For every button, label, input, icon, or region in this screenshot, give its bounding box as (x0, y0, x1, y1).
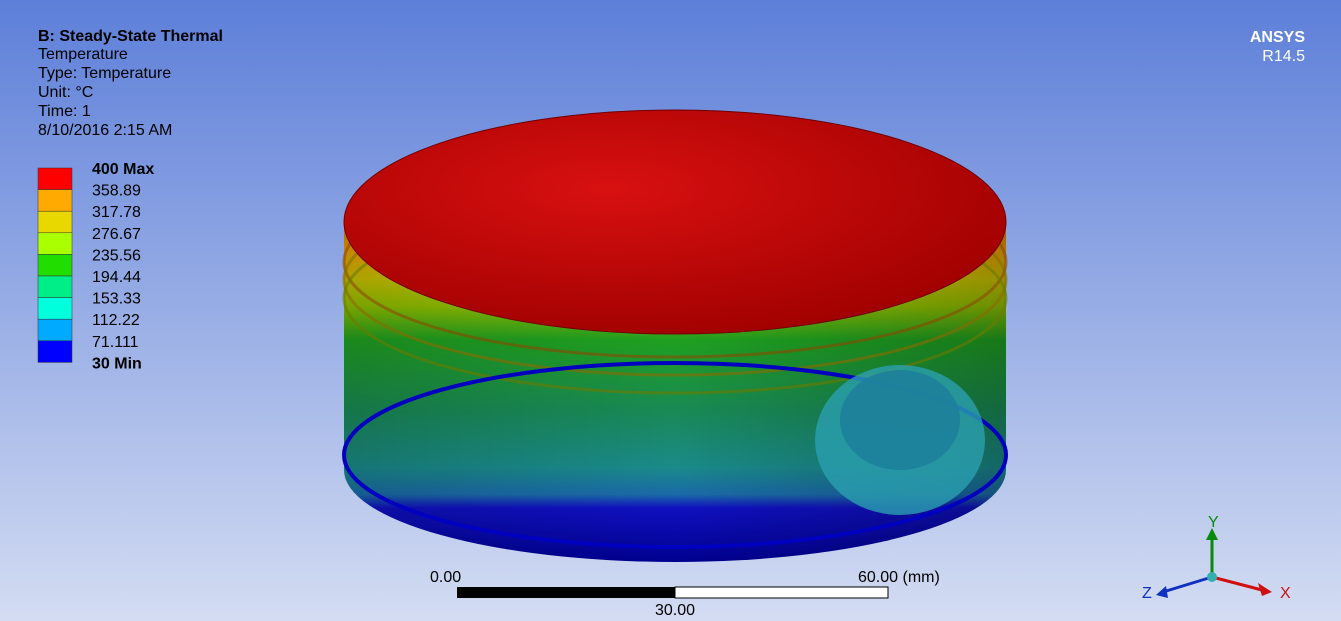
legend-swatch (37, 232, 73, 255)
info-line: Unit: °C (38, 84, 93, 101)
legend-swatch (37, 189, 73, 212)
legend: 400 Max 358.89 317.78 276.67 235.56 194.44 153… (37, 161, 154, 372)
legend-label: 358.89 (92, 183, 141, 200)
legend-swatch (37, 318, 73, 342)
info-line: 8/10/2016 2:15 AM (38, 122, 172, 139)
scale-bar (457, 586, 889, 599)
result-title: B: Steady-State Thermal (38, 28, 223, 45)
legend-label: 235.56 (92, 247, 141, 264)
logo-version: R14.5 (1262, 48, 1305, 65)
legend-label: 153.33 (92, 291, 141, 308)
info-line: Time: 1 (38, 103, 91, 120)
legend-label: 112.22 (92, 312, 140, 329)
axis-label: Y (1208, 514, 1219, 531)
legend-swatch (37, 167, 73, 190)
legend-label: 71.111 (92, 334, 139, 351)
legend-label: 194.44 (92, 269, 141, 286)
axis-triad (1156, 528, 1272, 598)
legend-swatch (37, 254, 73, 277)
legend-swatch (37, 210, 73, 234)
piston-model (342, 109, 1008, 562)
legend-swatch (37, 275, 73, 298)
legend-label: 317.78 (92, 204, 141, 221)
legend-swatch (37, 297, 73, 320)
scale-label: 0.00 (430, 569, 461, 586)
legend-swatch (37, 340, 73, 363)
scale-label: 30.00 (655, 602, 695, 619)
axis-label: Z (1142, 585, 1152, 602)
info-line: Type: Temperature (38, 65, 171, 82)
legend-label: 30 Min (92, 355, 142, 372)
legend-label: 276.67 (92, 226, 141, 243)
legend-label: 400 Max (92, 161, 154, 178)
scale-label: 60.00 (mm) (858, 569, 940, 586)
axis-label: X (1280, 585, 1291, 602)
logo: ANSYS (1250, 29, 1305, 46)
info-line: Temperature (38, 46, 128, 63)
